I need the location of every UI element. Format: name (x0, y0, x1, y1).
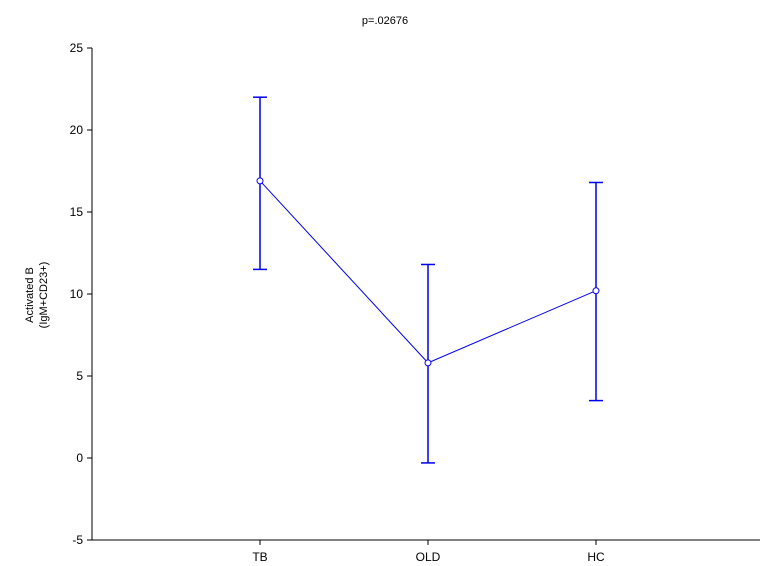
data-point (256, 177, 264, 185)
x-tick-label: TB (252, 550, 267, 564)
y-tick-label: -5 (72, 533, 83, 547)
y-tick-label: 20 (70, 123, 84, 137)
y-tick-label: 10 (70, 287, 84, 301)
y-tick-label: 25 (70, 41, 84, 55)
data-point (424, 359, 432, 367)
x-ticks: TB OLD HC (252, 540, 605, 564)
data-point (592, 287, 600, 295)
y-axis-label-line-2: (IgM+CD23+) (38, 262, 50, 329)
x-tick-label: OLD (416, 550, 441, 564)
y-tick-label: 0 (76, 451, 83, 465)
y-axis-label-line-1: Activated B (24, 267, 36, 323)
x-tick-label: HC (587, 550, 605, 564)
y-tick-label: 15 (70, 205, 84, 219)
y-tick-label: 5 (76, 369, 83, 383)
chart-title: p=.02676 (362, 15, 408, 27)
y-axis-label: Activated B (IgM+CD23+) (24, 262, 50, 329)
series-layer (253, 96, 603, 464)
y-ticks: -5 0 5 10 15 20 25 (70, 41, 92, 547)
